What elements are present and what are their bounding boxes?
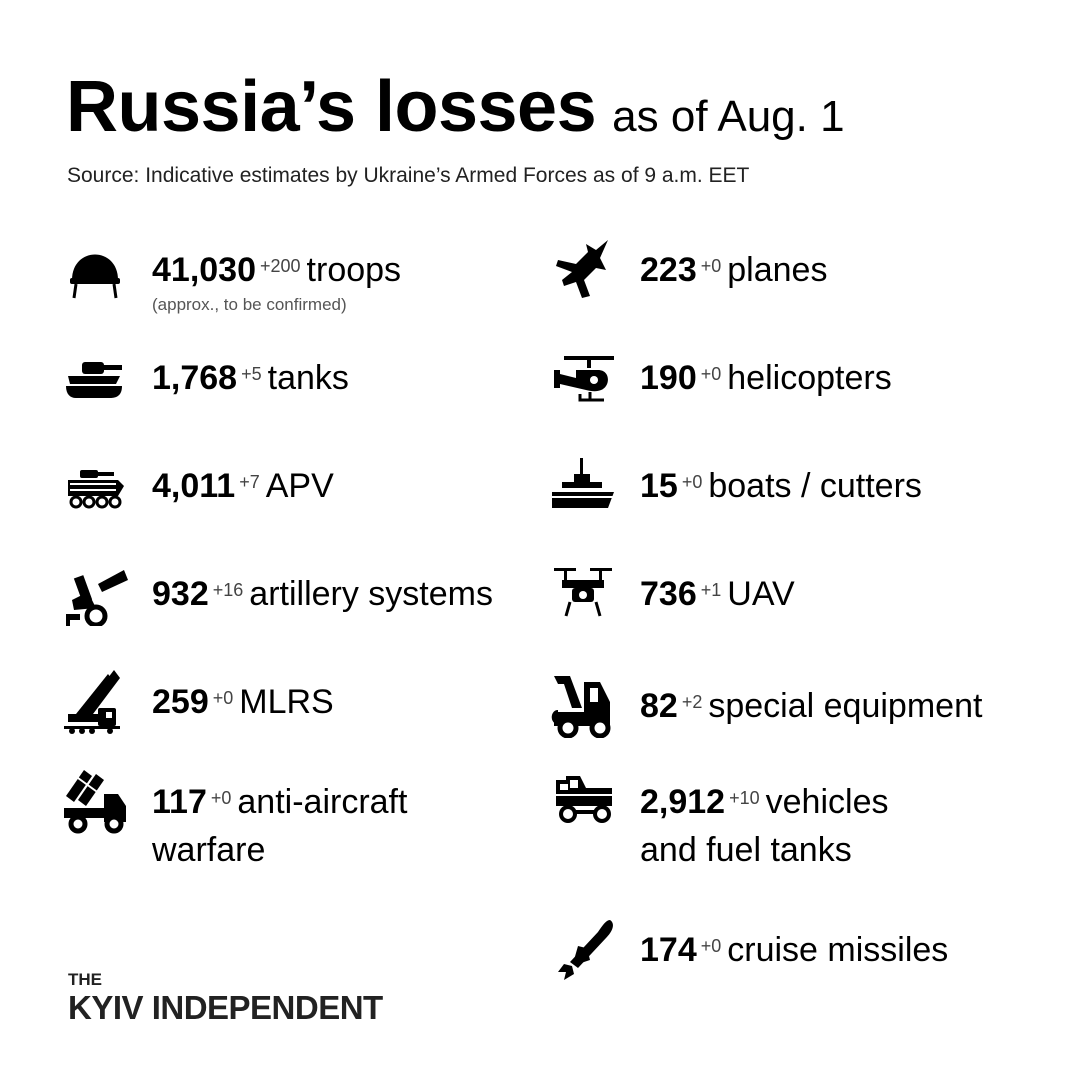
loss-label: MLRS — [239, 683, 334, 721]
loss-value: 736 — [640, 575, 697, 613]
loss-value: 4,011 — [152, 467, 236, 505]
loss-delta: +0 — [700, 364, 722, 384]
logo-line2: KYIV INDEPENDENT — [68, 989, 383, 1026]
boat-icon — [550, 452, 616, 518]
loss-label: APV — [265, 467, 334, 505]
loss-value: 223 — [640, 251, 697, 289]
loss-delta: +0 — [700, 256, 722, 276]
apv-icon — [62, 452, 128, 518]
missile-icon — [554, 916, 620, 982]
loss-text: 223 +0 planes — [640, 246, 827, 294]
page-title: Russia’s losses as of Aug. 1 — [66, 66, 845, 148]
loss-label: artillery systems — [249, 575, 493, 613]
loss-delta: +5 — [241, 364, 262, 384]
loss-text: 82 +2 special equipment — [640, 682, 982, 730]
loss-value: 41,030 — [152, 251, 256, 289]
helmet-icon — [62, 236, 128, 302]
loss-label: special equipment — [708, 687, 983, 725]
loss-delta: +0 — [212, 688, 234, 708]
loss-text: 259 +0 MLRS — [152, 678, 334, 726]
loss-text: 2,912 +10 vehicles and fuel tanks — [640, 778, 888, 874]
loss-value: 190 — [640, 359, 697, 397]
loss-text: 41,030 +200 troops (approx., to be confirme… — [152, 246, 401, 316]
loss-label-cont: and fuel tanks — [640, 831, 852, 869]
loss-value: 117 — [152, 783, 207, 821]
loss-delta: +16 — [212, 580, 244, 600]
loss-text: 4,011 +7 APV — [152, 462, 334, 510]
loss-value: 174 — [640, 931, 697, 969]
jeep-icon — [550, 768, 616, 834]
loss-label: tanks — [267, 359, 349, 397]
plane-icon — [550, 236, 616, 302]
loss-text: 190 +0 helicopters — [640, 354, 892, 402]
title-main: Russia’s losses — [66, 67, 597, 147]
loss-delta: +10 — [729, 788, 760, 808]
loss-delta: +2 — [681, 692, 703, 712]
artillery-icon — [62, 560, 128, 628]
loss-delta: +1 — [700, 580, 722, 600]
loss-label: helicopters — [727, 359, 892, 397]
loss-value: 932 — [152, 575, 209, 613]
loss-delta: +0 — [700, 936, 722, 956]
loss-note: (approx., to be confirmed) — [152, 295, 347, 314]
loss-delta: +0 — [210, 788, 232, 808]
loss-delta: +0 — [681, 472, 703, 492]
logo-line1: THE — [68, 970, 102, 989]
loss-label: planes — [727, 251, 828, 289]
loss-text: 736 +1 UAV — [640, 570, 795, 618]
loss-label: anti-aircraft — [237, 783, 408, 821]
loss-label: UAV — [727, 575, 795, 613]
title-date: as of Aug. 1 — [612, 92, 845, 141]
kyiv-independent-logo: THE KYIV INDEPENDENT — [68, 970, 383, 1026]
crane-truck-icon — [550, 672, 616, 739]
loss-value: 82 — [640, 687, 678, 725]
loss-label: cruise missiles — [727, 931, 949, 969]
loss-label: boats / cutters — [708, 467, 922, 505]
loss-text: 1,768 +5 tanks — [152, 354, 349, 402]
loss-value: 1,768 — [152, 359, 238, 397]
loss-delta: +7 — [239, 472, 260, 492]
mlrs-icon — [62, 668, 128, 734]
loss-value: 2,912 — [640, 783, 726, 821]
loss-value: 15 — [640, 467, 678, 505]
helicopter-icon — [550, 344, 616, 410]
tank-icon — [60, 344, 126, 410]
source-note: Source: Indicative estimates by Ukraine’… — [67, 164, 750, 187]
loss-value: 259 — [152, 683, 209, 721]
loss-label-cont: warfare — [152, 831, 266, 869]
drone-icon — [550, 560, 616, 626]
loss-delta: +200 — [260, 256, 301, 276]
anti-aircraft-icon — [62, 768, 128, 834]
loss-text: 15 +0 boats / cutters — [640, 462, 922, 510]
loss-text: 174 +0 cruise missiles — [640, 926, 948, 974]
loss-text: 117 +0 anti-aircraft warfare — [152, 778, 407, 874]
loss-label: troops — [306, 251, 402, 289]
loss-text: 932 +16 artillery systems — [152, 570, 493, 618]
loss-label: vehicles — [765, 783, 889, 821]
